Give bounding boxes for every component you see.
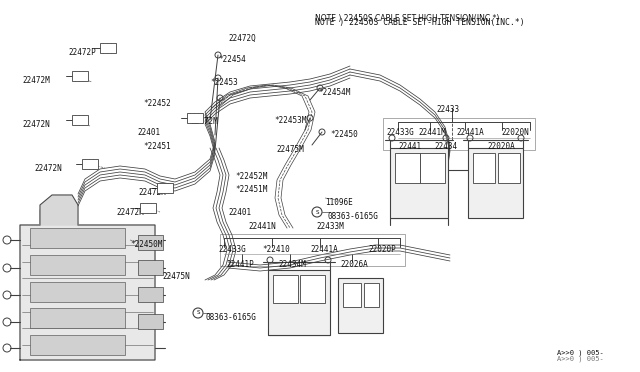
Bar: [138, 235, 163, 250]
Text: 22433G: 22433G: [386, 128, 413, 137]
Text: *22454: *22454: [218, 55, 246, 64]
Bar: [72, 71, 88, 81]
Bar: [138, 287, 163, 302]
Bar: [30, 335, 125, 355]
Text: A>>0 ) 005-: A>>0 ) 005-: [557, 355, 604, 362]
Text: 22020A: 22020A: [487, 142, 515, 151]
Text: NOTE ) 22450S CABLE SET-HIGH TENSION(INC.*): NOTE ) 22450S CABLE SET-HIGH TENSION(INC…: [315, 13, 499, 22]
Bar: [30, 255, 125, 275]
Bar: [100, 43, 116, 53]
Bar: [383, 118, 535, 150]
Text: A>>0 ) 005-: A>>0 ) 005-: [557, 350, 604, 356]
Bar: [300, 275, 325, 303]
Bar: [498, 153, 520, 183]
Text: 22472N: 22472N: [22, 120, 50, 129]
Text: 22433: 22433: [436, 105, 459, 114]
Text: *22453M: *22453M: [274, 116, 307, 125]
Bar: [30, 228, 125, 248]
Text: 22441: 22441: [398, 142, 421, 151]
Bar: [138, 260, 163, 275]
Bar: [268, 270, 330, 335]
Bar: [390, 148, 448, 218]
Text: *22452M: *22452M: [235, 172, 268, 181]
Bar: [157, 183, 173, 193]
Bar: [364, 283, 379, 307]
Text: *22451: *22451: [143, 142, 171, 151]
Text: 22441M: 22441M: [418, 128, 445, 137]
Text: 22020N: 22020N: [501, 128, 529, 137]
Bar: [273, 275, 298, 303]
Text: *22450M: *22450M: [130, 240, 163, 249]
Bar: [343, 283, 361, 307]
Text: 22472R: 22472R: [138, 188, 166, 197]
Bar: [138, 314, 163, 329]
Bar: [140, 203, 156, 213]
Text: 22472P: 22472P: [68, 48, 96, 57]
Text: 11096E: 11096E: [325, 198, 353, 207]
Text: 08363-6165G: 08363-6165G: [205, 313, 256, 322]
Text: 22434M: 22434M: [278, 260, 306, 269]
Text: *22453: *22453: [210, 78, 237, 87]
Text: 22441N: 22441N: [248, 222, 276, 231]
Polygon shape: [40, 195, 78, 225]
Bar: [30, 282, 125, 302]
Bar: [187, 113, 203, 123]
Text: 22401: 22401: [228, 208, 251, 217]
Bar: [473, 153, 495, 183]
Bar: [395, 153, 420, 183]
Text: 22433M: 22433M: [316, 222, 344, 231]
Polygon shape: [20, 198, 155, 360]
Bar: [82, 159, 98, 169]
Text: 08363-6165G: 08363-6165G: [328, 212, 379, 221]
Text: 22026A: 22026A: [340, 260, 368, 269]
Text: *22452: *22452: [143, 99, 171, 108]
Text: *22451M: *22451M: [235, 185, 268, 194]
Text: S: S: [316, 209, 319, 215]
Text: 22020P: 22020P: [368, 245, 396, 254]
Text: 22472R: 22472R: [116, 208, 144, 217]
Text: 22433G: 22433G: [218, 245, 246, 254]
Text: 22441A: 22441A: [310, 245, 338, 254]
Text: 22434: 22434: [434, 142, 457, 151]
Text: 22441A: 22441A: [456, 128, 484, 137]
Text: *22454M: *22454M: [318, 88, 350, 97]
Bar: [338, 278, 383, 333]
Bar: [420, 153, 445, 183]
Bar: [220, 234, 405, 266]
Text: 22441P: 22441P: [226, 260, 253, 269]
Text: *22410: *22410: [262, 245, 290, 254]
Text: 22401: 22401: [137, 128, 160, 137]
Text: S: S: [196, 311, 200, 315]
Text: *22450: *22450: [330, 130, 358, 139]
Bar: [30, 308, 125, 328]
Text: 22472M: 22472M: [22, 76, 50, 85]
Text: NOTE ) 22450S CABLE SET-HIGH TENSION(INC.*): NOTE ) 22450S CABLE SET-HIGH TENSION(INC…: [315, 18, 525, 27]
Text: 22472M: 22472M: [190, 117, 218, 126]
Bar: [72, 115, 88, 125]
Bar: [468, 148, 523, 218]
Text: 22475N: 22475N: [162, 272, 189, 281]
Text: 22475M: 22475M: [276, 145, 304, 154]
Text: 22472Q: 22472Q: [228, 34, 256, 43]
Text: 22472N: 22472N: [34, 164, 61, 173]
